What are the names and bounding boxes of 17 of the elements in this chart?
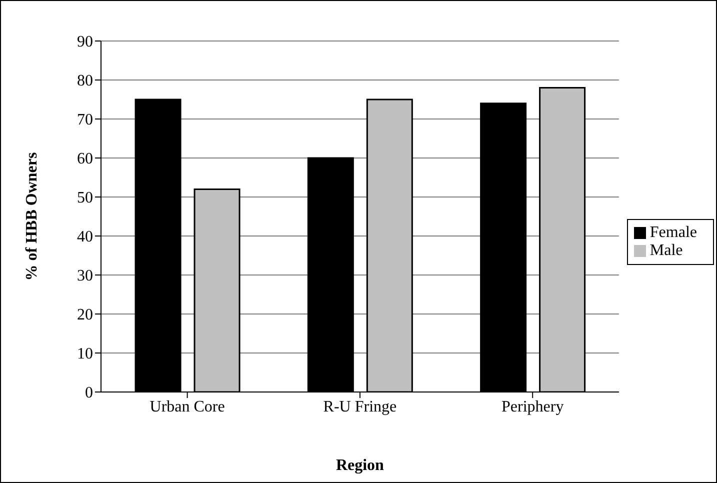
x-tick-label: R-U Fringe [323,398,397,416]
y-tick-label: 50 [77,190,93,207]
x-tick-label: Periphery [501,398,564,416]
y-tick-label: 60 [77,150,93,168]
x-tick-label: Urban Core [150,398,225,416]
x-axis-title: Region [336,457,384,474]
y-tick-label: 40 [77,228,93,246]
y-tick-label: 90 [77,34,93,51]
y-tick-label: 80 [77,72,93,90]
y-axis-title: % of HBB Owners [24,152,41,281]
y-tick-label: 70 [77,112,93,129]
y-tick-label: 20 [77,306,93,324]
y-tick-label: 30 [77,268,93,285]
legend-label: Female [650,224,697,240]
legend-label: Male [650,242,683,258]
y-tick-label: 10 [77,346,93,363]
y-tick-label: 0 [85,384,93,402]
